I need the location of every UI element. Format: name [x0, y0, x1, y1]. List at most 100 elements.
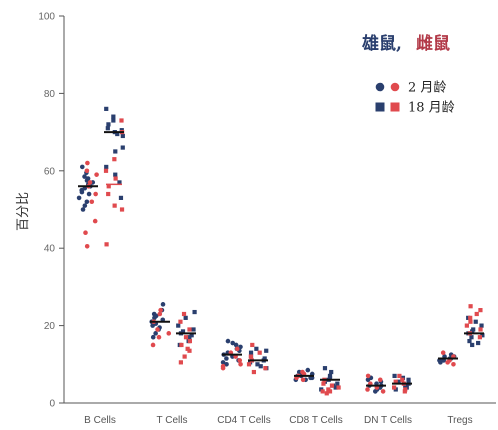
- data-point: [85, 160, 90, 166]
- data-point: [438, 360, 443, 365]
- data-point: [150, 342, 156, 348]
- data-point: [158, 307, 163, 313]
- data-point: [166, 331, 172, 336]
- data-point: [238, 362, 243, 367]
- x-tick-label: CD4 T Cells: [217, 415, 271, 426]
- data-point: [79, 164, 85, 170]
- data-point: [400, 377, 405, 382]
- data-point: [103, 168, 109, 173]
- data-point: [105, 126, 110, 131]
- data-point: [234, 346, 240, 352]
- data-point: [467, 338, 472, 344]
- data-point: [104, 106, 109, 111]
- data-point: [478, 308, 483, 313]
- data-point: [176, 323, 181, 328]
- y-axis-label: 百分比: [16, 192, 31, 231]
- data-point: [335, 381, 340, 386]
- data-point: [251, 369, 257, 375]
- data-point: [92, 218, 98, 224]
- data-point: [470, 329, 475, 334]
- data-point: [248, 354, 253, 359]
- data-point: [479, 323, 484, 328]
- data-point: [187, 327, 192, 332]
- y-tick-label: 60: [44, 166, 56, 177]
- data-point: [111, 118, 116, 123]
- data-point: [118, 195, 124, 200]
- data-point: [183, 315, 188, 320]
- data-point: [469, 335, 474, 340]
- data-point: [87, 180, 93, 185]
- data-point: [86, 191, 92, 197]
- data-point: [468, 315, 473, 320]
- data-point: [365, 387, 370, 392]
- data-point: [474, 311, 479, 317]
- data-point: [336, 385, 341, 390]
- data-point: [468, 304, 473, 309]
- data-point: [470, 342, 475, 348]
- data-point: [189, 333, 194, 338]
- data-point: [451, 362, 456, 367]
- legend-square-male: [375, 102, 385, 112]
- data-point: [187, 335, 192, 340]
- data-point: [257, 350, 262, 355]
- data-point: [84, 199, 90, 205]
- data-point: [157, 311, 163, 317]
- data-point: [478, 327, 483, 332]
- data-point: [333, 385, 338, 390]
- data-point: [321, 381, 326, 386]
- data-point: [248, 350, 254, 355]
- data-point: [402, 389, 407, 394]
- data-point: [82, 174, 87, 179]
- data-point: [119, 207, 125, 212]
- data-point: [113, 176, 118, 181]
- data-point: [79, 189, 85, 195]
- y-tick-label: 20: [44, 321, 56, 332]
- data-point: [82, 203, 88, 208]
- data-point: [468, 319, 473, 324]
- y-tick-label: 40: [44, 244, 56, 255]
- data-point: [396, 379, 401, 384]
- data-point: [83, 230, 88, 236]
- data-point: [329, 369, 334, 375]
- data-point: [106, 184, 111, 189]
- x-tick-label: Tregs: [447, 415, 472, 426]
- data-point: [393, 379, 398, 384]
- data-point: [233, 342, 239, 348]
- legend: 雄鼠, 雌鼠 2 月龄 18 月龄: [361, 33, 455, 116]
- x-tick-label: CD8 T Cells: [289, 415, 343, 426]
- data-point: [254, 346, 259, 351]
- data-point: [365, 377, 371, 383]
- data-point: [104, 164, 109, 170]
- title-female: 雌鼠: [416, 33, 450, 54]
- data-point: [224, 362, 229, 367]
- legend-label-2mo: 2 月龄: [408, 81, 446, 96]
- data-point: [182, 354, 187, 359]
- data-point: [220, 360, 226, 365]
- data-point: [246, 362, 252, 367]
- data-point: [80, 207, 86, 212]
- data-point: [76, 195, 82, 201]
- data-point: [329, 383, 335, 388]
- y-tick-label: 0: [49, 399, 55, 410]
- data-point: [192, 309, 197, 315]
- data-point: [183, 335, 189, 340]
- legend-circle-male: [375, 82, 385, 92]
- data-point: [89, 199, 95, 205]
- data-point: [150, 334, 156, 340]
- data-point: [117, 180, 122, 185]
- data-point: [392, 373, 397, 379]
- data-point: [120, 133, 125, 139]
- data-point: [476, 340, 481, 346]
- data-point: [225, 338, 231, 344]
- x-tick-label: T Cells: [157, 415, 188, 426]
- x-tick-label: DN T Cells: [364, 415, 412, 426]
- data-point: [106, 191, 111, 197]
- legend-label-18mo: 18 月龄: [408, 101, 455, 116]
- data-point: [220, 365, 226, 371]
- x-tick-label: B Cells: [84, 415, 116, 426]
- data-point: [84, 168, 90, 174]
- data-point: [93, 191, 98, 197]
- data-point: [94, 172, 99, 177]
- data-point: [187, 338, 193, 344]
- legend-circle-female: [390, 82, 400, 92]
